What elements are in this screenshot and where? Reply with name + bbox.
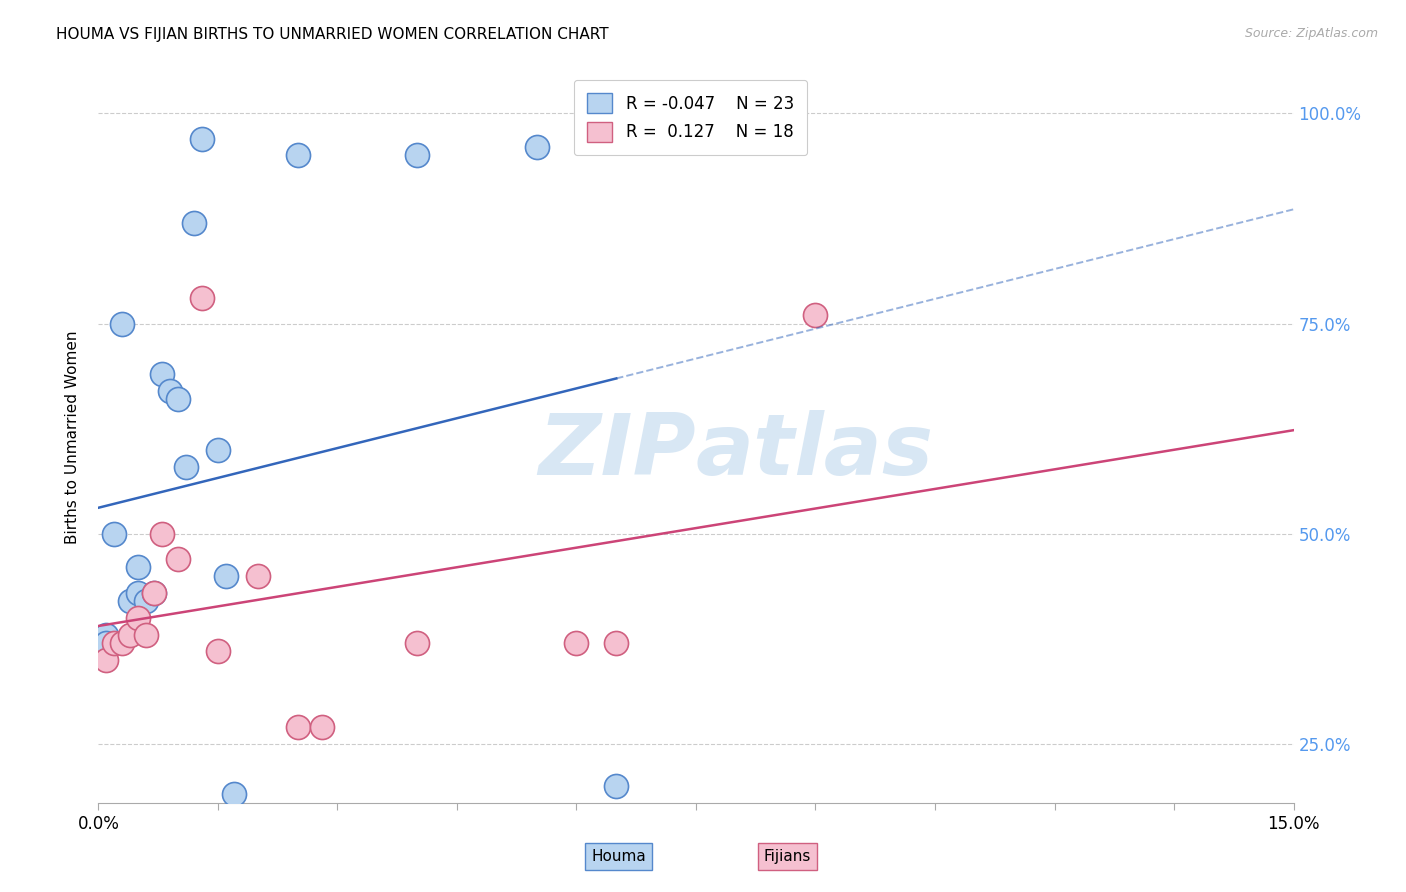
Text: HOUMA VS FIJIAN BIRTHS TO UNMARRIED WOMEN CORRELATION CHART: HOUMA VS FIJIAN BIRTHS TO UNMARRIED WOME… [56, 27, 609, 42]
Fijians [103, 636, 125, 650]
Fijians [135, 627, 157, 641]
Houma [96, 627, 118, 641]
Houma [143, 585, 166, 599]
Fijians [406, 636, 429, 650]
Houma [287, 148, 309, 162]
Text: ZIP: ZIP [538, 410, 696, 493]
Text: Source: ZipAtlas.com: Source: ZipAtlas.com [1244, 27, 1378, 40]
Houma [191, 131, 214, 145]
Text: Fijians: Fijians [763, 849, 811, 863]
Houma [526, 140, 548, 154]
Houma [127, 560, 149, 574]
Houma [127, 585, 149, 599]
Fijians [167, 552, 190, 566]
Fijians [565, 636, 588, 650]
Text: Houma: Houma [592, 849, 645, 863]
Fijians [207, 644, 229, 658]
Fijians [120, 627, 142, 641]
Houma [183, 216, 205, 230]
Houma [174, 459, 197, 474]
Fijians [143, 585, 166, 599]
Houma [207, 442, 229, 457]
Houma [120, 594, 142, 608]
Fijians [96, 653, 118, 667]
Fijians [127, 611, 149, 625]
Fijians [111, 636, 134, 650]
Fijians [191, 291, 214, 305]
Fijians [311, 720, 333, 734]
Fijians [804, 308, 827, 322]
Houma [222, 788, 245, 802]
Houma [150, 367, 173, 381]
Houma [96, 636, 118, 650]
Houma [215, 569, 238, 583]
Houma [406, 148, 429, 162]
Legend: R = -0.047    N = 23, R =  0.127    N = 18: R = -0.047 N = 23, R = 0.127 N = 18 [574, 79, 807, 155]
Houma [167, 392, 190, 407]
Houma [111, 317, 134, 331]
Y-axis label: Births to Unmarried Women: Births to Unmarried Women [65, 330, 80, 544]
Fijians [246, 569, 269, 583]
Houma [135, 594, 157, 608]
Houma [605, 779, 627, 793]
Fijians [287, 720, 309, 734]
Houma [246, 830, 269, 844]
Houma [103, 526, 125, 541]
Text: atlas: atlas [696, 410, 934, 493]
Houma [159, 384, 181, 398]
Fijians [605, 636, 627, 650]
Fijians [150, 526, 173, 541]
